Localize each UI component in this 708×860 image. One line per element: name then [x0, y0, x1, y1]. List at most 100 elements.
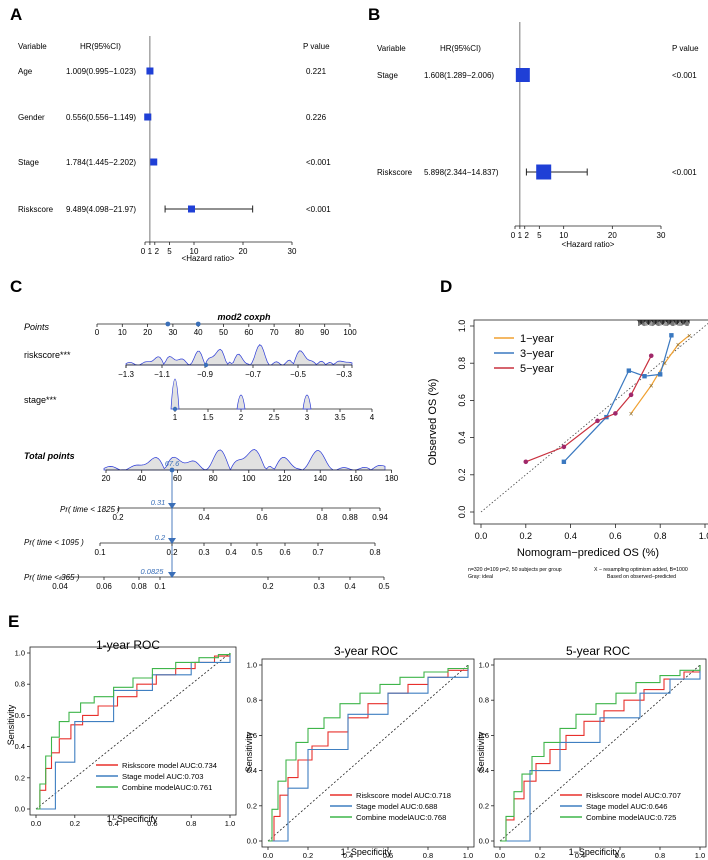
c-total-tick-label: 40	[137, 474, 146, 483]
c-riskscore-tick-label: −1.1	[154, 370, 170, 379]
c-pr-tick-label: 0.5	[378, 582, 390, 591]
d-y-tick-label: 0.8	[457, 357, 467, 370]
d-legend: 1−year 3−year 5−year	[488, 328, 566, 376]
d-x-tick-label: 0.4	[564, 531, 577, 541]
d-point	[626, 368, 632, 373]
e-y-tick-label: 0.8	[479, 696, 489, 705]
c-total-tick-label: 140	[314, 474, 328, 483]
d-y-tick-label: 0.4	[457, 431, 467, 444]
d-point	[642, 374, 647, 379]
e-y-tick-label: 0.0	[247, 837, 257, 846]
b-header-hr: HR(95%CI)	[440, 44, 481, 53]
e-legend-label: Stage model AUC:0.688	[356, 802, 437, 811]
e-title: 1-year ROC	[96, 638, 160, 652]
c-pr-tick-label: 0.08	[131, 582, 147, 591]
c-total-tick-label: 80	[209, 474, 218, 483]
e-x-tick-label: 1.0	[695, 851, 705, 860]
e-x-tick-label: 0.6	[615, 851, 625, 860]
c-stage-tick-label: 3.5	[334, 413, 346, 422]
forest-x-tick-label: 2	[155, 247, 160, 256]
e-xlabel: 1−Specificity	[569, 847, 620, 857]
c-pr-tick-label: 0.5	[251, 548, 263, 557]
c-points-tick-label: 50	[219, 328, 228, 337]
e-x-tick-label: 0.8	[186, 819, 196, 828]
c-total-density	[103, 449, 386, 471]
e-legend-label: Stage model AUC:0.646	[586, 802, 667, 811]
d-x-tick-label: 1.0	[699, 531, 708, 541]
forest-x-tick-label: 20	[239, 247, 248, 256]
forest-x-tick-label: 10	[559, 231, 568, 240]
panel-d-calibration: 0.0 0.2 0.4 0.6 0.8 1.0 0.0 0.2 0.4 0.6 0.8 1.0 × × × ×…	[427, 319, 708, 580]
c-stage-tick-label: 2.5	[268, 413, 280, 422]
e-y-tick-label: 0.4	[15, 742, 25, 751]
e-legend-label: Combine modelAUC:0.768	[356, 813, 446, 822]
forest-hr-box	[536, 164, 552, 180]
c-stage-density	[236, 394, 246, 410]
forest-x-tick-label: 1	[148, 247, 153, 256]
c-pr-label: Pr( time < 1095 )	[24, 538, 84, 547]
b-row-variable: Stage	[377, 71, 398, 80]
d-footnote: Gray: ideal	[468, 574, 493, 580]
c-pr-tick-label: 0.8	[369, 548, 381, 557]
d-x-tick-label: 0.2	[520, 531, 533, 541]
c-pr-tick-label: 0.7	[312, 548, 324, 557]
panel-b-forest: Variable HR(95%CI) P value Stage 1.608(1…	[377, 22, 699, 249]
d-point: ×	[662, 359, 667, 368]
forest-hr-box	[515, 68, 530, 82]
d-legend-label: 1−year	[520, 333, 554, 345]
c-total-tick-label: 60	[173, 474, 182, 483]
a-row-variable: Stage	[18, 158, 39, 167]
c-riskscore-tick-label: −1.3	[118, 370, 134, 379]
e-y-tick-label: 1.0	[479, 661, 489, 670]
c-pr-tick-label: 0.8	[316, 513, 328, 522]
e-roc-curve	[268, 665, 469, 842]
d-series-line	[630, 334, 690, 414]
d-point	[561, 444, 567, 450]
d-x-tick-label: 0.0	[475, 531, 488, 541]
e-x-tick-label: 0.6	[147, 819, 157, 828]
c-points-marker	[195, 321, 201, 327]
c-stage-tick-label: 1	[173, 413, 178, 422]
e-y-tick-label: 0.6	[479, 731, 489, 740]
c-stage-marker	[172, 406, 178, 412]
a-header-pvalue: P value	[303, 42, 330, 51]
forest-x-tick-label: 30	[657, 231, 666, 240]
e-x-tick-label: 0.8	[655, 851, 665, 860]
e-y-tick-label: 0.2	[15, 773, 25, 782]
e-y-tick-label: 0.4	[479, 766, 489, 775]
e-legend-label: Stage model AUC:0.703	[122, 772, 203, 781]
b-row-pvalue: <0.001	[672, 168, 697, 177]
panel-letter-c: C	[10, 277, 22, 296]
a-row-variable: Riskscore	[18, 205, 54, 214]
c-pr-tick-label: 0.3	[313, 582, 325, 591]
panel-letter-d: D	[440, 277, 452, 296]
c-riskscore-label: riskscore***	[24, 350, 71, 360]
forest-x-tick-label: 1	[518, 231, 523, 240]
d-y-tick-label: 0.6	[457, 394, 467, 407]
d-point	[658, 372, 663, 377]
c-points-tick-label: 100	[343, 328, 357, 337]
d-legend-label: 3−year	[520, 348, 554, 360]
e-roc-curve	[500, 665, 701, 842]
e-legend-label: Combine modelAUC:0.761	[122, 783, 212, 792]
e-x-tick-label: 1.0	[225, 819, 235, 828]
e-roc-curve	[36, 653, 231, 810]
c-riskscore-tick-label: −0.5	[290, 370, 306, 379]
forest-x-tick-label: 20	[608, 231, 617, 240]
e-legend-label: Combine modelAUC:0.725	[586, 813, 676, 822]
a-row-hr: 1.009(0.995−1.023)	[66, 67, 136, 76]
forest-x-tick-label: 5	[537, 231, 542, 240]
c-stage-density	[170, 378, 180, 410]
e-legend-label: Riskscore model AUC:0.718	[356, 791, 451, 800]
c-pr-arrow	[168, 538, 176, 544]
e-x-tick-label: 0.2	[535, 851, 545, 860]
forest-x-tick-label: 0	[511, 231, 516, 240]
c-riskscore-tick-label: −0.3	[336, 370, 352, 379]
c-points-tick-label: 70	[270, 328, 279, 337]
c-points-tick-label: 80	[295, 328, 304, 337]
d-footnote: Based on observed−predicted	[607, 574, 676, 580]
panel-letter-a: A	[10, 5, 22, 24]
e-x-tick-label: 0.4	[343, 851, 353, 860]
a-row-variable: Gender	[18, 113, 45, 122]
